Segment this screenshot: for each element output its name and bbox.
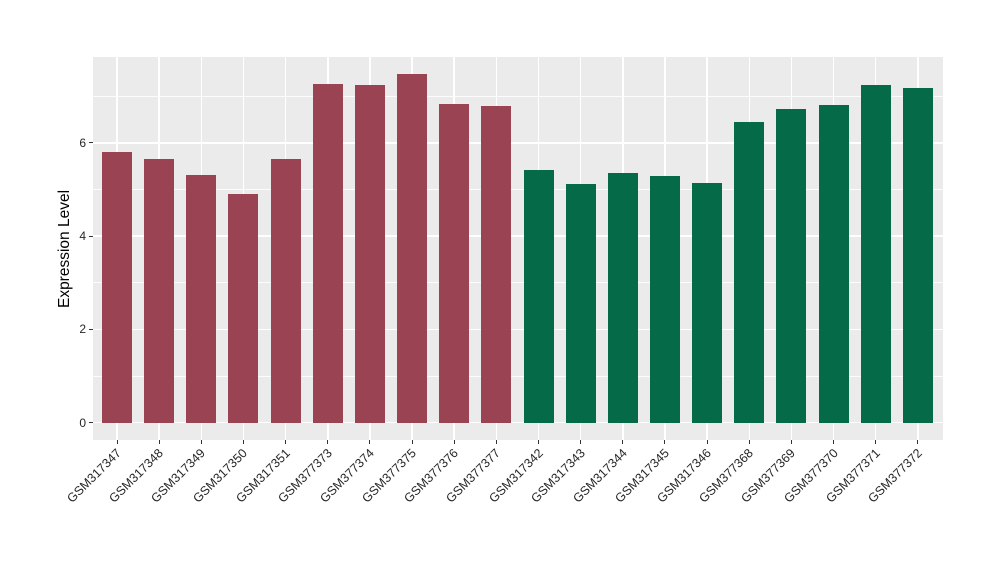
- y-axis-tick-labels: 0 2 4 6: [0, 57, 86, 440]
- bar-GSM377372: [902, 88, 933, 423]
- bar-GSM317350: [228, 194, 259, 423]
- bar-GSM317347: [102, 152, 132, 423]
- y-tick-mark-2: [89, 328, 93, 330]
- bar-GSM317344: [607, 172, 638, 423]
- bar-GSM377368: [734, 121, 765, 423]
- y-tick-label-6: 6: [79, 135, 86, 150]
- x-tick-mark-GSM317345: [664, 440, 666, 444]
- x-tick-mark-GSM377370: [833, 440, 835, 444]
- y-axis-title-text: Expression Level: [56, 189, 74, 308]
- x-tick-mark-GSM317347: [116, 440, 118, 444]
- bar-GSM377377: [481, 105, 512, 423]
- bar-GSM377373: [312, 83, 343, 423]
- y-tick-mark-6: [89, 142, 93, 144]
- y-tick-label-0: 0: [79, 415, 86, 430]
- bar-GSM377374: [354, 84, 385, 423]
- gridline-major-y2: [93, 328, 943, 331]
- x-tick-mark-GSM317343: [580, 440, 582, 444]
- y-tick-mark-4: [89, 235, 93, 237]
- gridline-minor-y5: [93, 188, 943, 190]
- bar-GSM317348: [144, 158, 175, 423]
- plot-panel: [93, 57, 943, 440]
- y-axis-title: Expression Level: [54, 57, 76, 440]
- x-tick-mark-GSM377372: [917, 440, 919, 444]
- x-tick-mark-GSM317349: [200, 440, 202, 444]
- x-tick-mark-GSM377377: [495, 440, 497, 444]
- bar-GSM377371: [860, 84, 891, 423]
- bar-GSM377375: [397, 74, 428, 423]
- y-tick-mark-0: [89, 422, 93, 424]
- gridline-major-y4: [93, 235, 943, 237]
- y-tick-label-4: 4: [79, 229, 86, 244]
- bar-GSM377376: [439, 104, 470, 423]
- bar-GSM377370: [818, 105, 849, 423]
- gridline-minor-y3: [93, 282, 943, 284]
- bar-GSM317345: [649, 175, 680, 423]
- x-tick-mark-GSM377373: [327, 440, 329, 444]
- bar-GSM317349: [186, 175, 217, 423]
- x-tick-mark-GSM317351: [285, 440, 287, 444]
- gridline-minor-y7: [93, 95, 943, 97]
- gridline-minor-y1: [93, 375, 943, 377]
- bar-GSM317351: [270, 158, 301, 423]
- x-tick-mark-GSM377371: [875, 440, 877, 444]
- y-tick-label-2: 2: [79, 322, 86, 337]
- bar-GSM317346: [692, 182, 723, 423]
- x-tick-mark-GSM317342: [538, 440, 539, 444]
- bar-GSM377369: [776, 109, 807, 423]
- x-tick-mark-GSM377375: [411, 440, 413, 444]
- bar-GSM317342: [523, 170, 554, 423]
- x-tick-mark-GSM377374: [369, 440, 371, 444]
- gridline-major-y6: [93, 142, 943, 144]
- bar-GSM317343: [565, 184, 596, 423]
- x-tick-mark-GSM377368: [748, 440, 750, 444]
- gridline-major-y0: [93, 421, 943, 424]
- x-tick-mark-GSM317344: [622, 440, 624, 444]
- x-tick-mark-GSM377369: [790, 440, 792, 444]
- x-tick-mark-GSM317348: [158, 440, 160, 444]
- x-tick-mark-GSM317346: [706, 440, 708, 444]
- x-tick-mark-GSM317350: [242, 440, 244, 444]
- x-tick-mark-GSM377376: [453, 440, 455, 444]
